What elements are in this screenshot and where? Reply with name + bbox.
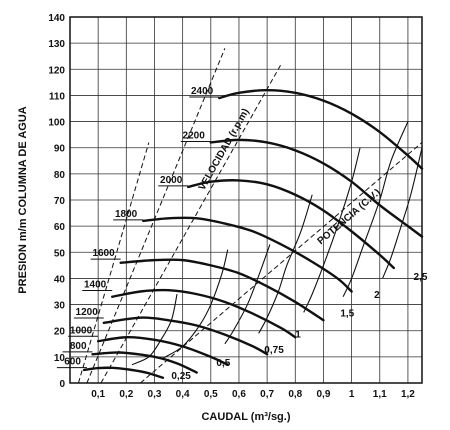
x-tick-label: 0,6: [232, 389, 246, 400]
x-tick-label: 1,2: [401, 389, 415, 400]
x-tick-label: 0,8: [288, 389, 302, 400]
power-curve: [258, 194, 313, 334]
power-curve: [162, 249, 229, 359]
y-tick-label: 50: [54, 248, 66, 259]
x-axis-title: CAUDAL (m³/sg.): [201, 411, 290, 423]
power-label: 1: [295, 329, 301, 340]
rpm-label: 1800: [115, 209, 138, 220]
dashed-line: [100, 63, 282, 384]
y-tick-label: 70: [54, 196, 66, 207]
y-axis-title: PRESION m/m COLUMNA DE AGUA: [17, 106, 29, 293]
dashed-line: [140, 142, 423, 384]
y-tick-label: 40: [54, 274, 66, 285]
rpm-curve-1600: [119, 258, 325, 322]
rpm-label: 2200: [183, 130, 206, 141]
power-label: 2,5: [414, 272, 428, 283]
power-label: 0,25: [171, 371, 191, 382]
y-tick-label: 80: [54, 170, 66, 181]
power-label: 2: [374, 290, 380, 301]
rpm-curve-1000: [96, 336, 229, 366]
x-tick-label: 1,1: [373, 389, 387, 400]
power-curves: [131, 121, 423, 366]
rpm-label: 2400: [191, 86, 214, 97]
power-curve: [303, 147, 361, 313]
dashed-line: [86, 48, 226, 384]
y-tick-label: 120: [48, 65, 65, 76]
potencia-annotation: POTENCIA (C.V.): [316, 187, 383, 247]
power-label: 0,5: [216, 358, 230, 369]
x-tick-label: 0,4: [176, 389, 190, 400]
rpm-curve-1200: [102, 316, 269, 356]
rpm-label: 2000: [160, 175, 183, 186]
power-curve: [131, 293, 178, 366]
rpm-label: 1200: [76, 307, 99, 318]
plot-frame: [69, 16, 423, 384]
x-tick-label: 1: [349, 389, 355, 400]
power-curve: [342, 121, 409, 297]
rpm-curve-1800: [142, 216, 353, 293]
x-tick-label: 0,3: [148, 389, 162, 400]
rpm-label: 600: [64, 357, 81, 368]
y-tick-label: 20: [54, 327, 66, 338]
y-tick-label: 100: [48, 118, 65, 129]
y-tick-label: 110: [49, 91, 66, 102]
rpm-curve-2200: [209, 138, 424, 238]
rpm-curve-1400: [111, 288, 297, 339]
x-tick-label: 0,2: [119, 389, 133, 400]
x-tick-label: 0,9: [316, 389, 330, 400]
rpm-curve-2000: [187, 179, 396, 270]
x-tick-label: 0,5: [204, 389, 218, 400]
power-label: 1,5: [340, 308, 354, 319]
rpm-curve-800: [91, 351, 198, 374]
y-tick-label: 130: [48, 39, 65, 50]
rpm-label: 1600: [92, 248, 115, 259]
y-tick-label: 30: [54, 301, 66, 312]
rpm-curve-600: [82, 366, 165, 379]
y-tick-label: 10: [54, 353, 66, 364]
rpm-label: 1000: [70, 325, 93, 336]
power-curve: [224, 244, 271, 345]
rpm-label: 800: [70, 341, 87, 352]
tick-labels: 0,1 0,2 0,3 0,4 0,5 0,6 0,7 0,8 0,9 1 1,1 1,2 0 10 20 3…: [48, 13, 415, 400]
y-tick-label: 0: [59, 379, 65, 390]
curve-labels: 600 800 1000 1200 1400 1600 1800 2000 2200 2400 0,…: [56, 86, 428, 382]
x-tick-label: 0,7: [260, 389, 274, 400]
rpm-label: 1400: [84, 280, 107, 291]
rpm-curve-2400: [218, 88, 424, 170]
x-tick-label: 0,1: [91, 389, 105, 400]
dashed-reference-lines: [77, 48, 423, 384]
dashed-line: [77, 142, 150, 384]
rpm-curves: [82, 88, 424, 379]
power-curve: [382, 147, 423, 279]
y-tick-label: 60: [54, 222, 66, 233]
y-tick-label: 140: [48, 13, 65, 24]
y-tick-label: 90: [54, 144, 66, 155]
power-label: 0,75: [264, 345, 284, 356]
